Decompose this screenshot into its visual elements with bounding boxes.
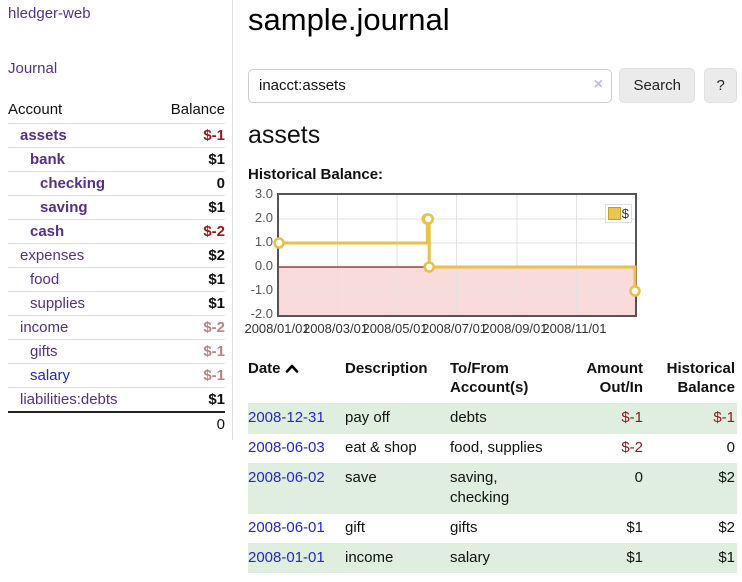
date-link[interactable]: 2008-01-01 — [248, 549, 325, 566]
register-table: Date Description To/From Account(s) Amoun… — [248, 357, 737, 573]
sidebar-item-food[interactable]: food $1 — [8, 267, 225, 291]
nav-journal-link[interactable]: Journal — [8, 60, 58, 77]
search-input[interactable] — [248, 68, 612, 103]
sidebar-item-salary[interactable]: salary $-1 — [8, 363, 225, 387]
balance-cell: $-1 — [713, 409, 735, 426]
date-link[interactable]: 2008-06-01 — [248, 519, 325, 536]
chart-legend: $ — [604, 204, 632, 223]
table-row: 2008-06-03 eat & shop food, supplies $-2… — [248, 433, 737, 464]
table-row: 2008-06-02 save saving, checking 0 $2 — [248, 463, 737, 514]
amount-cell: 0 — [634, 469, 643, 486]
sidebar-total: 0 — [8, 411, 225, 436]
date-link[interactable]: 2008-12-31 — [248, 409, 325, 426]
description-cell: save — [345, 469, 377, 486]
date-link[interactable]: 2008-06-02 — [248, 469, 325, 486]
accounts-cell: gifts — [450, 519, 478, 536]
data-point-marker — [423, 261, 435, 273]
balance-cell: 0 — [726, 439, 735, 456]
amount-cell: $-2 — [621, 439, 643, 456]
accounts-cell: salary — [450, 549, 491, 566]
column-header-date[interactable]: Date — [248, 357, 345, 404]
register-account-title: assets — [248, 121, 321, 149]
sidebar-item-supplies[interactable]: supplies $1 — [8, 291, 225, 315]
sort-ascending-icon — [285, 360, 299, 379]
x-tick-label: 2008/11/01 — [542, 321, 607, 336]
y-tick-label: 3.0 — [254, 186, 273, 201]
balance-cell: $1 — [718, 549, 735, 566]
clear-search-icon[interactable]: × — [593, 75, 603, 93]
sidebar-item-gifts[interactable]: gifts $-1 — [8, 339, 225, 363]
data-point-marker — [422, 213, 434, 225]
accounts-cell: debts — [450, 409, 487, 426]
page-title: sample.journal — [248, 2, 450, 37]
balance-cell: $2 — [718, 519, 735, 536]
chart-title: Historical Balance: — [248, 166, 384, 183]
sidebar-item-assets[interactable]: assets $-1 — [8, 123, 225, 147]
amount-cell: $-1 — [621, 409, 643, 426]
amount-cell: $1 — [626, 519, 643, 536]
sidebar-item-checking[interactable]: checking 0 — [8, 171, 225, 195]
balance-column-header: Balance — [170, 101, 225, 118]
search-form: × Search ? — [248, 68, 737, 103]
description-cell: eat & shop — [345, 439, 417, 456]
column-header-balance: Historical Balance — [666, 360, 735, 396]
help-button[interactable]: ? — [704, 68, 737, 103]
table-row: 2008-12-31 pay off debts $-1 $-1 — [248, 403, 737, 434]
sidebar-item-saving[interactable]: saving $1 — [8, 195, 225, 219]
chart-y-axis: 3.0 2.0 1.0 0.0 -1.0 -2.0 — [248, 186, 273, 321]
table-row: 2008-06-01 gift gifts $1 $2 — [248, 513, 737, 544]
register-header-row: Date Description To/From Account(s) Amoun… — [248, 357, 737, 404]
balance-cell: $2 — [718, 469, 735, 486]
amount-cell: $1 — [626, 549, 643, 566]
accounts-cell: food, supplies — [450, 439, 543, 456]
description-cell: gift — [345, 519, 366, 536]
accounts-cell: saving, checking — [450, 469, 510, 506]
data-point-marker — [273, 237, 285, 249]
sidebar-item-liabilities-debts[interactable]: liabilities:debts $1 — [8, 387, 225, 411]
account-column-header: Account — [8, 101, 63, 118]
y-tick-label: -1.0 — [250, 282, 273, 297]
chart-plot-area: $ — [273, 193, 641, 317]
y-tick-label: -2.0 — [250, 306, 273, 321]
sidebar-item-income[interactable]: income $-2 — [8, 315, 225, 339]
x-tick-label: 2008/07/01 — [421, 321, 488, 336]
description-cell: income — [345, 549, 394, 566]
sidebar-item-expenses[interactable]: expenses $2 — [8, 243, 225, 267]
sidebar-item-cash[interactable]: cash $-2 — [8, 219, 225, 243]
legend-label: $ — [621, 206, 629, 221]
data-point-marker — [629, 285, 641, 297]
date-link[interactable]: 2008-06-03 — [248, 439, 325, 456]
app-title[interactable]: hledger-web — [8, 5, 91, 22]
column-header-accounts: To/From Account(s) — [450, 360, 529, 396]
y-tick-label: 2.0 — [254, 210, 273, 225]
x-tick-label: 2008/01/01 — [244, 321, 310, 336]
historical-balance-chart: 3.0 2.0 1.0 0.0 -1.0 -2.0 $ 2008/01/01 2008/03… — [244, 186, 737, 341]
column-header-description: Description — [345, 360, 428, 377]
chart-x-axis: 2008/01/01 2008/03/01 2008/05/01 2008/07/01… — [244, 321, 737, 337]
table-row: 2008-01-01 income salary $1 $1 — [248, 543, 737, 573]
chart-canvas — [273, 195, 641, 315]
x-tick-label: 2008/03/01 — [302, 321, 369, 336]
x-tick-label: 2008/09/01 — [482, 321, 548, 336]
sidebar-item-bank[interactable]: bank $1 — [8, 147, 225, 171]
main-content: sample.journal × Search ? assets Histori… — [244, 0, 737, 573]
column-header-amount: Amount Out/In — [586, 360, 643, 396]
account-balance-table: Account Balance assets $-1 bank $1 check… — [8, 99, 225, 436]
y-tick-label: 1.0 — [254, 234, 273, 249]
legend-swatch-icon — [607, 207, 621, 220]
description-cell: pay off — [345, 409, 390, 426]
x-tick-label: 2008/05/01 — [362, 321, 428, 336]
sidebar: hledger-web Journal Account Balance asse… — [0, 0, 233, 440]
y-tick-label: 0.0 — [254, 258, 273, 273]
search-button[interactable]: Search — [619, 68, 696, 103]
